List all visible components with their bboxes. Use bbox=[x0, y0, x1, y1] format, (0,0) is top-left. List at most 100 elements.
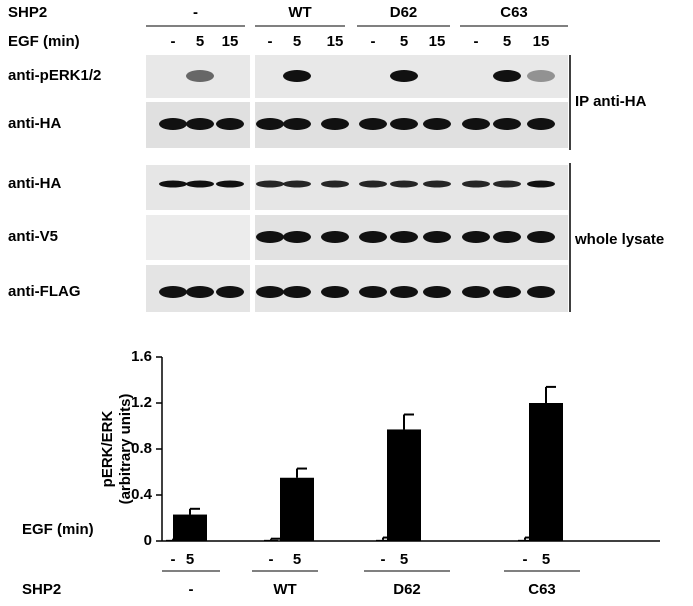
band bbox=[256, 286, 284, 298]
time: 15 bbox=[533, 33, 550, 50]
band bbox=[159, 286, 187, 298]
time: - bbox=[171, 33, 176, 50]
group-name: D62 bbox=[393, 581, 421, 598]
y-axis-label-line: pERK/ERK bbox=[99, 410, 116, 487]
band bbox=[186, 70, 214, 82]
band bbox=[390, 286, 418, 298]
band bbox=[527, 286, 555, 298]
time: 5 bbox=[400, 33, 408, 50]
band bbox=[321, 231, 349, 243]
time: - bbox=[371, 33, 376, 50]
x-tick-label: - bbox=[381, 551, 386, 568]
group-name: WT bbox=[288, 4, 311, 21]
time: 15 bbox=[429, 33, 446, 50]
y-tick-label: 0 bbox=[144, 532, 152, 549]
bar bbox=[280, 477, 314, 541]
band bbox=[359, 286, 387, 298]
band bbox=[216, 286, 244, 298]
y-tick-label: 1.2 bbox=[131, 394, 152, 411]
time-label: EGF (min) bbox=[8, 33, 80, 50]
band bbox=[390, 231, 418, 243]
group-label: SHP2 bbox=[22, 581, 61, 598]
band bbox=[527, 180, 555, 188]
band bbox=[256, 231, 284, 243]
bar bbox=[173, 514, 207, 541]
band bbox=[462, 118, 490, 130]
band bbox=[216, 118, 244, 130]
band bbox=[186, 118, 214, 130]
band bbox=[359, 118, 387, 130]
x-tick-label: - bbox=[171, 551, 176, 568]
band bbox=[283, 286, 311, 298]
time: 5 bbox=[293, 33, 301, 50]
band bbox=[390, 118, 418, 130]
category-label: EGF (min) bbox=[22, 521, 94, 538]
x-tick-label: 5 bbox=[542, 551, 550, 568]
y-axis-label: pERK/ERK(arbitrary units) bbox=[99, 394, 134, 505]
y-tick-label: 1.6 bbox=[131, 348, 152, 365]
bar bbox=[529, 403, 563, 541]
bar bbox=[264, 539, 278, 541]
side-label: IP anti-HA bbox=[575, 93, 647, 110]
band bbox=[527, 231, 555, 243]
band bbox=[256, 180, 284, 188]
band bbox=[527, 70, 555, 82]
band bbox=[159, 118, 187, 130]
row-label: anti-HA bbox=[8, 175, 61, 192]
band bbox=[256, 118, 284, 130]
band bbox=[527, 118, 555, 130]
row-label: anti-HA bbox=[8, 115, 61, 132]
band bbox=[423, 231, 451, 243]
x-tick-label: 5 bbox=[400, 551, 408, 568]
side-label: whole lysate bbox=[574, 231, 664, 248]
x-tick-label: 5 bbox=[293, 551, 301, 568]
band bbox=[462, 180, 490, 188]
band bbox=[493, 70, 521, 82]
band bbox=[321, 118, 349, 130]
band bbox=[159, 180, 187, 188]
band bbox=[462, 286, 490, 298]
band bbox=[493, 180, 521, 188]
band bbox=[283, 180, 311, 188]
y-tick-label: 0.4 bbox=[131, 486, 153, 503]
band bbox=[283, 231, 311, 243]
blot-panel bbox=[146, 165, 250, 210]
time: - bbox=[268, 33, 273, 50]
bar bbox=[518, 539, 532, 541]
band bbox=[359, 231, 387, 243]
band bbox=[390, 70, 418, 82]
y-axis-label-line: (arbitrary units) bbox=[117, 394, 134, 505]
y-tick-label: 0.8 bbox=[131, 440, 152, 457]
group-name: C63 bbox=[500, 4, 528, 21]
band bbox=[283, 70, 311, 82]
bar bbox=[387, 429, 421, 541]
band bbox=[462, 231, 490, 243]
band bbox=[321, 180, 349, 188]
band bbox=[493, 231, 521, 243]
group-name: D62 bbox=[390, 4, 418, 21]
group-label: SHP2 bbox=[8, 4, 47, 21]
band bbox=[216, 180, 244, 188]
group-name: - bbox=[189, 581, 194, 598]
time: 5 bbox=[503, 33, 511, 50]
time: 15 bbox=[222, 33, 239, 50]
row-label: anti-FLAG bbox=[8, 283, 81, 300]
time: - bbox=[474, 33, 479, 50]
band bbox=[493, 286, 521, 298]
band bbox=[493, 118, 521, 130]
group-name: - bbox=[193, 4, 198, 21]
band bbox=[186, 180, 214, 188]
time: 15 bbox=[327, 33, 344, 50]
band bbox=[423, 180, 451, 188]
group-name: WT bbox=[273, 581, 296, 598]
band bbox=[186, 286, 214, 298]
band bbox=[283, 118, 311, 130]
row-label: anti-pERK1/2 bbox=[8, 67, 101, 84]
x-tick-label: - bbox=[523, 551, 528, 568]
x-tick-label: 5 bbox=[186, 551, 194, 568]
band bbox=[359, 180, 387, 188]
time: 5 bbox=[196, 33, 204, 50]
bar bbox=[376, 539, 390, 541]
band bbox=[423, 286, 451, 298]
